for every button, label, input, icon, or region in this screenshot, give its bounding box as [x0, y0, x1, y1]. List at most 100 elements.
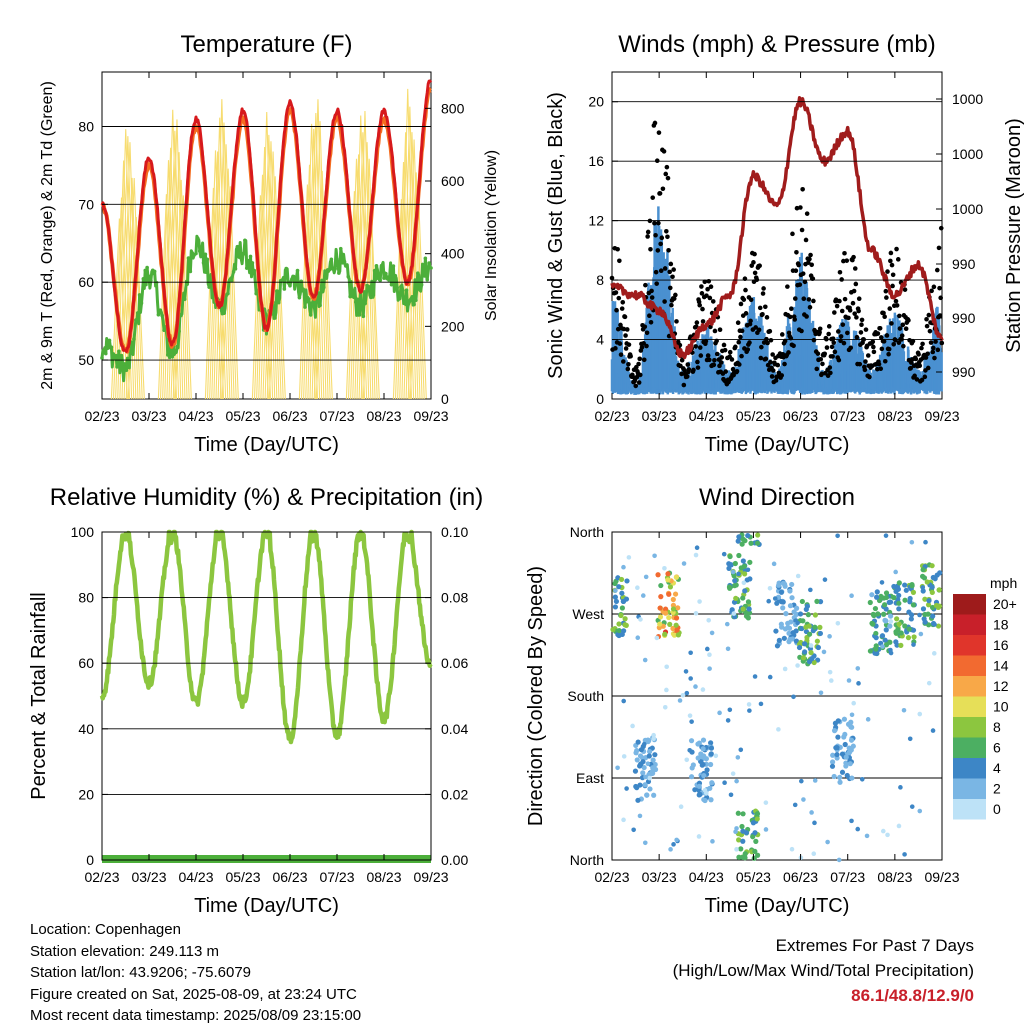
winds-y2tick-label: 990 — [952, 256, 976, 272]
dewpoint-line-point — [318, 303, 322, 308]
direction-point — [846, 745, 852, 751]
direction-point — [666, 591, 672, 597]
humidity-xtick-label: 07/23 — [319, 869, 354, 885]
gust-point — [897, 326, 903, 331]
direction-point — [637, 813, 643, 819]
gust-point — [856, 296, 862, 302]
humidity-xlabel: Time (Day/UTC) — [194, 895, 339, 917]
direction-point — [851, 700, 856, 706]
gust-point — [705, 286, 710, 292]
gust-point — [643, 282, 648, 288]
gust-point — [919, 345, 924, 351]
direction-point — [673, 574, 679, 580]
gust-point — [634, 364, 639, 370]
direction-point — [726, 584, 733, 590]
solar-insolation-line — [123, 177, 141, 400]
direction-point — [665, 577, 671, 583]
direction-point — [793, 638, 800, 644]
gust-point — [797, 282, 803, 287]
direction-point — [652, 752, 658, 758]
direction-point — [856, 681, 861, 686]
direction-point — [736, 837, 742, 843]
dewpoint-line-point — [395, 285, 399, 290]
gust-point — [800, 186, 805, 192]
gust-point — [698, 353, 704, 358]
gust-point — [798, 205, 803, 210]
gust-point — [875, 366, 880, 372]
gust-point — [811, 337, 817, 343]
gust-point — [702, 279, 708, 285]
gust-point — [856, 308, 861, 314]
gust-point — [836, 357, 842, 363]
direction-point — [778, 621, 784, 627]
gust-point — [875, 331, 881, 336]
dewpoint-line-point — [252, 268, 257, 273]
dewpoint-line-point — [307, 297, 311, 302]
gust-point — [792, 296, 798, 301]
gust-point — [691, 367, 696, 373]
dewpoint-line-point — [233, 267, 238, 271]
dewpoint-line-point — [184, 279, 189, 284]
direction-point — [891, 595, 897, 601]
dewpoint-line-point — [239, 256, 243, 260]
direction-point — [780, 580, 786, 586]
direction-point — [615, 631, 621, 638]
gust-point — [891, 341, 897, 347]
gust-point — [878, 335, 884, 340]
direction-point — [635, 797, 641, 803]
dewpoint-line-point — [374, 264, 379, 268]
dewpoint-line-point — [124, 368, 129, 373]
direction-point — [874, 589, 880, 595]
direction-point — [795, 573, 801, 579]
direction-point — [674, 627, 680, 633]
gust-point — [711, 362, 717, 368]
gust-point — [913, 356, 919, 362]
direction-point — [671, 632, 677, 638]
dewpoint-line-point — [134, 318, 138, 322]
humidity-xtick-label: 03/23 — [131, 869, 166, 885]
gust-point — [649, 288, 654, 294]
dewpoint-line-point — [382, 276, 386, 280]
direction-point — [789, 581, 795, 588]
gust-point — [703, 338, 709, 344]
direction-point — [731, 583, 738, 589]
gust-point — [623, 333, 628, 338]
gust-point — [901, 343, 906, 349]
direction-point — [616, 627, 622, 634]
gust-point — [759, 344, 764, 350]
winds-ytick-label: 8 — [596, 272, 604, 288]
direction-point — [870, 621, 876, 627]
gust-point — [658, 268, 664, 274]
dewpoint-line-point — [320, 278, 324, 283]
winds-y2tick-label: 1000 — [952, 201, 983, 217]
gust-point — [837, 269, 843, 275]
direction-point — [619, 605, 625, 611]
direction-point — [746, 610, 753, 616]
speed-legend-label: 18 — [993, 617, 1009, 633]
gust-point — [838, 334, 844, 339]
dewpoint-line-point — [254, 291, 258, 296]
direction-point — [801, 641, 808, 647]
dewpoint-line-point — [427, 261, 431, 265]
direction-point — [876, 597, 883, 604]
gust-point — [803, 237, 809, 243]
direction-point — [880, 828, 886, 834]
direction-point — [917, 808, 923, 814]
dewpoint-line-point — [147, 274, 151, 279]
gust-point — [721, 342, 727, 348]
dewpoint-line-point — [126, 357, 131, 362]
direction-point — [665, 571, 671, 577]
gust-point — [857, 361, 863, 367]
dewpoint-line-point — [132, 337, 136, 341]
direction-point — [772, 596, 778, 601]
gust-point — [815, 351, 821, 356]
direction-point — [812, 778, 818, 783]
direction-point — [746, 702, 752, 707]
direction-point — [835, 533, 840, 539]
gust-point — [719, 355, 725, 360]
humidity-xtick-label: 09/23 — [413, 869, 448, 885]
gust-point — [841, 258, 846, 264]
direction-point — [746, 606, 752, 612]
speed-legend-label: 8 — [993, 719, 1001, 735]
gust-point — [834, 303, 840, 309]
